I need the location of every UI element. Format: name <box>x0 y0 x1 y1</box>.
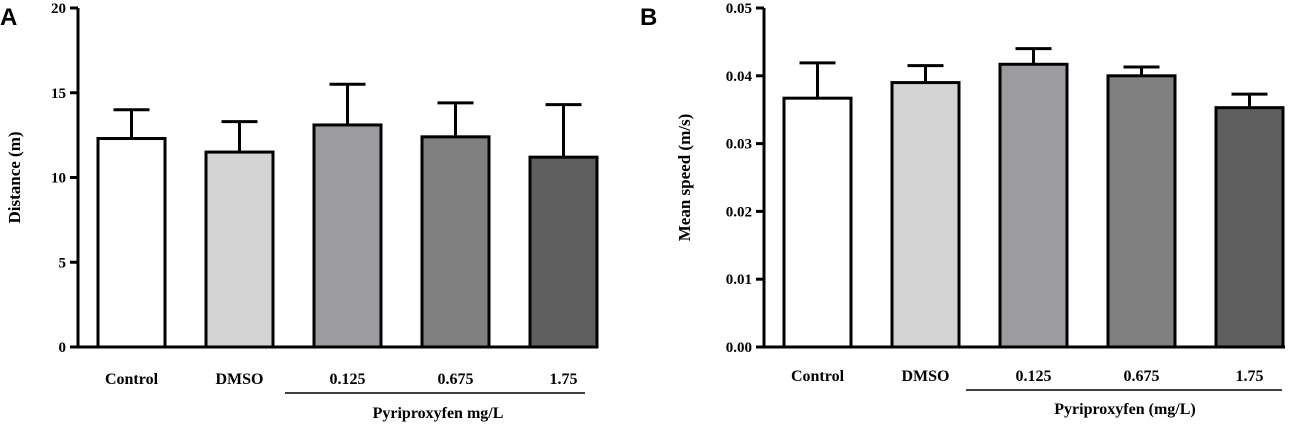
a-category-label-1: DMSO <box>216 371 264 388</box>
a-bar-3 <box>420 135 491 349</box>
a-y-tick-label-3: 15 <box>51 86 66 102</box>
a-y-tick-label-1: 5 <box>59 255 67 271</box>
a-bar-1 <box>204 150 275 349</box>
a-category-label-0: Control <box>105 371 159 388</box>
b-y-tick-label-0: 0.00 <box>726 340 752 356</box>
a-y-tick-label-2: 10 <box>51 171 66 187</box>
b-y-tick-label-1: 0.01 <box>726 272 752 288</box>
b-y-tick-label-3: 0.03 <box>726 137 752 153</box>
b-y-tick-label-2: 0.02 <box>726 204 752 220</box>
a-y-tick-label-0: 0 <box>59 340 67 356</box>
a-bar-0 <box>96 137 167 349</box>
panel-b-letter: B <box>640 4 657 31</box>
b-bar-4 <box>1214 106 1285 349</box>
a-category-label-2: 0.125 <box>330 371 366 388</box>
a-y-axis-title: Distance (m) <box>5 131 24 223</box>
a-category-label-3: 0.675 <box>438 371 474 388</box>
a-bar-2 <box>312 123 383 349</box>
b-category-label-1: DMSO <box>902 368 950 385</box>
b-bar-1 <box>890 81 961 349</box>
panel-a-distance-chart: A Control DMSO 0.125 0.675 1.75 0 5 10 15 20 Dista… <box>0 1 599 422</box>
b-bar-2 <box>998 62 1069 349</box>
b-category-label-4: 1.75 <box>1236 368 1264 385</box>
b-y-tick-label-5: 0.05 <box>726 1 752 17</box>
panel-b-speed-chart: B Control DMSO 0.125 0.675 1.75 0.00 0.01 0.02 0… <box>640 1 1285 418</box>
b-y-tick-label-4: 0.04 <box>726 69 753 85</box>
a-bar-4 <box>528 155 599 349</box>
panel-a-letter: A <box>0 4 17 31</box>
a-y-tick-label-4: 20 <box>51 1 66 17</box>
b-category-label-2: 0.125 <box>1016 368 1052 385</box>
b-category-label-3: 0.675 <box>1124 368 1160 385</box>
b-y-axis-title: Mean speed (m/s) <box>675 114 694 241</box>
b-bar-0 <box>782 96 853 349</box>
b-group-label: Pyriproxyfen (mg/L) <box>1054 401 1195 418</box>
b-bar-3 <box>1106 74 1177 349</box>
a-group-label: Pyriproxyfen mg/L <box>373 405 504 422</box>
a-category-label-4: 1.75 <box>550 371 578 388</box>
b-category-label-0: Control <box>791 368 845 385</box>
